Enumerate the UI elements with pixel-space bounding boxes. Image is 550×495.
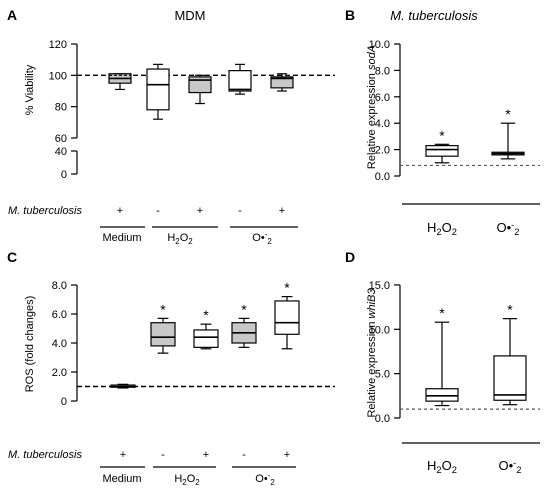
panel-a-group-label: O•-2	[252, 230, 271, 246]
panel-a-title: MDM	[174, 8, 205, 23]
panel-a-ytick-label: 0	[61, 169, 67, 181]
panel-d-category-label: O•-2	[499, 458, 522, 475]
panel-b-box-significance-star: *	[505, 106, 511, 122]
panel-b-category-label: O•-2	[497, 220, 520, 237]
panel-c-condition-mark: -	[161, 449, 165, 461]
panel-a-ytick-label: 60	[55, 133, 67, 145]
panel-b-ylabel: Relative expression sodA	[366, 45, 378, 169]
panel-b-box-significance-star: *	[439, 127, 445, 143]
panel-c-group-label: O•-2	[255, 471, 274, 487]
panel-a-box-box	[270, 76, 294, 89]
panel-c-ytick-label: 4.0	[52, 338, 67, 350]
panel-d-ytick-label: 15.0	[369, 280, 390, 292]
panel-c-box-box	[274, 300, 300, 335]
panel-c-ytick-label: 2.0	[52, 367, 67, 379]
panel-a-ylabel: % Viability	[24, 64, 36, 115]
panel-b-ytick-label: 4.0	[375, 118, 390, 130]
panel-d-ytick-label: 0.0	[375, 413, 390, 425]
panel-b-ytick-label: 6.0	[375, 92, 390, 104]
panel-b-category-label: H2O2	[427, 220, 457, 237]
panel-d-box-box	[493, 355, 527, 401]
panel-a-ytick-label: 120	[49, 39, 67, 51]
panel-c-box-box	[150, 322, 176, 347]
panel-b-ytick-label: 0.0	[375, 171, 390, 183]
panel-a-condition-mark: +	[197, 205, 203, 217]
panel-c-ylabel: ROS (fold changes)	[24, 296, 36, 393]
panel-d-box-box	[425, 388, 459, 402]
panel-a-condition-mark: +	[279, 205, 285, 217]
panel-c-ytick-label: 0	[61, 396, 67, 408]
panel-d-ylabel: Relative expression whiB3	[366, 288, 378, 418]
panel-c-group-label: Medium	[102, 473, 141, 485]
panel-a-group-label: H2O2	[167, 232, 192, 246]
panel-b-ytick-label: 10.0	[369, 39, 390, 51]
panel-c-ytick-label: 6.0	[52, 309, 67, 321]
panel-a-ytick-label: 40	[55, 146, 67, 158]
panel-b-ytick-label: 8.0	[375, 65, 390, 77]
panel-c-condition-label: M. tuberculosis	[8, 449, 82, 461]
panel-c-box-significance-star: *	[160, 301, 166, 317]
panel-b-title: M. tuberculosis	[390, 8, 478, 23]
panel-c-box-box	[193, 329, 219, 348]
panel-d-ytick-label: 5.0	[375, 369, 390, 381]
panel-b-letter: B	[345, 7, 355, 23]
panel-c-condition-mark: +	[120, 449, 126, 461]
panel-d-ytick-label: 10.0	[369, 324, 390, 336]
panel-c-ytick-label: 8.0	[52, 280, 67, 292]
panel-b-ytick-label: 2.0	[375, 145, 390, 157]
panel-a-ytick-label: 100	[49, 70, 67, 82]
panel-c-box-significance-star: *	[203, 307, 209, 323]
panel-c-condition-mark: +	[203, 449, 209, 461]
panel-a-condition-mark: -	[156, 205, 160, 217]
panel-a-box-box	[228, 70, 252, 92]
panel-c-box-significance-star: *	[241, 301, 247, 317]
panel-a-group-label: Medium	[102, 232, 141, 244]
panel-c-letter: C	[7, 249, 17, 265]
panel-c-condition-mark: -	[242, 449, 246, 461]
panel-b-box-box	[425, 145, 459, 157]
panel-a-box-box	[146, 68, 170, 111]
panel-d-category-label: H2O2	[427, 458, 457, 475]
panel-c-box-significance-star: *	[284, 280, 290, 296]
panel-a-condition-label: M. tuberculosis	[8, 205, 82, 217]
panel-d-box-significance-star: *	[439, 305, 445, 321]
panel-a-condition-mark: +	[117, 205, 123, 217]
panel-a-letter: A	[7, 7, 17, 23]
panel-a-condition-mark: -	[238, 205, 242, 217]
panel-c-condition-mark: +	[284, 449, 290, 461]
panel-d-box-significance-star: *	[507, 302, 513, 318]
panel-a-ytick-label: 80	[55, 102, 67, 114]
panel-c-group-label: H2O2	[174, 473, 199, 487]
panel-d-letter: D	[345, 249, 355, 265]
